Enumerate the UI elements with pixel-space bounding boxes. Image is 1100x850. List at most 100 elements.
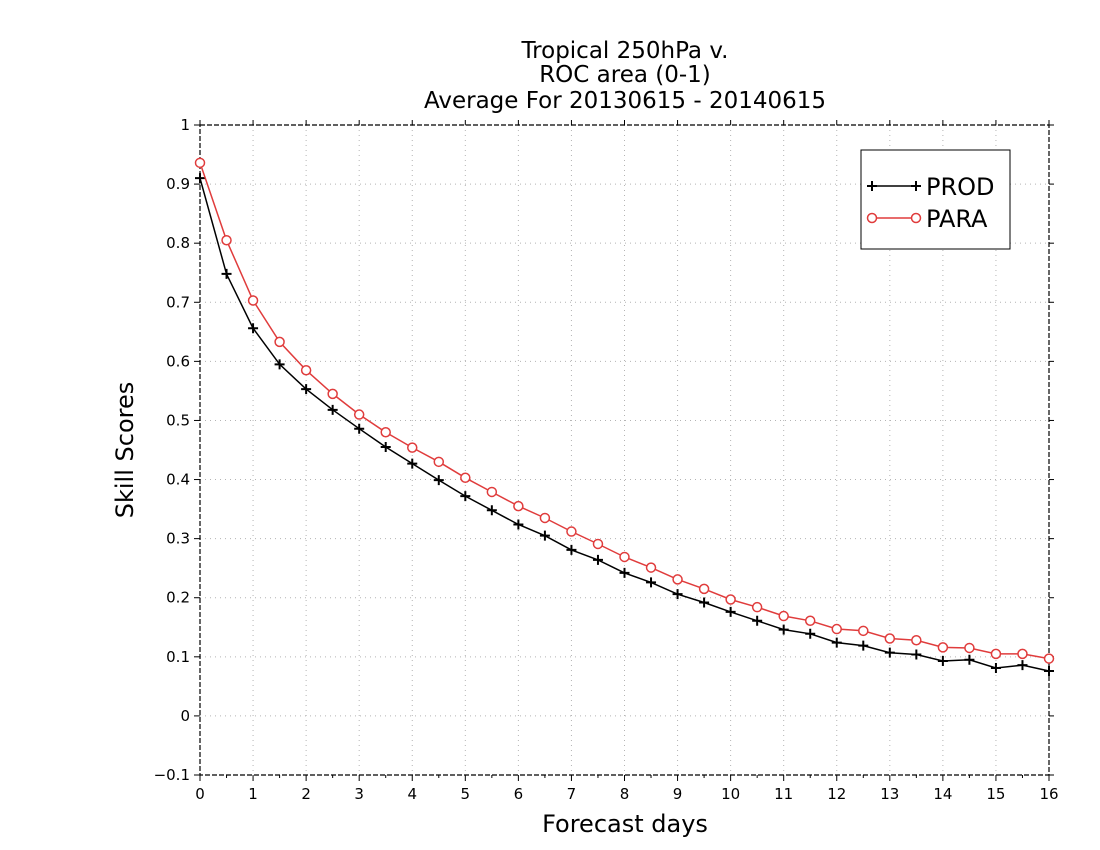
x-tick-label: 3 bbox=[354, 785, 364, 803]
data-point bbox=[1017, 660, 1028, 671]
data-point bbox=[354, 423, 365, 434]
y-tick-label: −0.1 bbox=[154, 766, 190, 784]
x-tick-label: 0 bbox=[195, 785, 205, 803]
x-tick-label: 15 bbox=[986, 785, 1005, 803]
data-point bbox=[858, 640, 869, 651]
data-point bbox=[1044, 666, 1054, 676]
data-point bbox=[699, 597, 710, 608]
data-point bbox=[1017, 648, 1028, 660]
data-point bbox=[645, 562, 657, 573]
axes: 0 1 2 3 4 5 6 7 8 9 10 11 12 13 14 15 16−0.100.10.20.30.… bbox=[154, 116, 1059, 803]
data-point bbox=[805, 628, 816, 639]
y-tick-label: 0.6 bbox=[166, 352, 190, 370]
series-prod bbox=[195, 173, 1054, 676]
title-line-3: Average For 20130615 - 20140615 bbox=[424, 88, 826, 114]
legend-item-prod: PROD bbox=[867, 173, 995, 201]
data-point bbox=[407, 458, 418, 469]
data-point bbox=[460, 491, 471, 502]
data-point bbox=[380, 427, 391, 438]
x-tick-label: 7 bbox=[567, 785, 577, 803]
data-point bbox=[964, 654, 975, 665]
data-point bbox=[884, 647, 895, 658]
data-point bbox=[592, 538, 604, 550]
data-point bbox=[725, 594, 736, 605]
data-point bbox=[646, 577, 657, 588]
x-tick-label: 4 bbox=[407, 785, 417, 803]
series-line-prod bbox=[199, 177, 1050, 672]
data-point bbox=[937, 642, 949, 653]
data-point bbox=[301, 384, 312, 395]
series-layer bbox=[194, 157, 1055, 676]
data-point bbox=[831, 637, 842, 648]
data-point bbox=[619, 551, 630, 563]
data-point bbox=[460, 472, 471, 484]
y-tick-label: 1 bbox=[180, 116, 190, 134]
data-point bbox=[778, 624, 789, 635]
legend-label: PARA bbox=[926, 205, 988, 233]
y-tick-label: 0.5 bbox=[166, 411, 190, 429]
data-point bbox=[221, 268, 232, 279]
legend-marker bbox=[910, 212, 922, 224]
data-point bbox=[990, 663, 1001, 674]
y-tick-label: 0.8 bbox=[166, 234, 190, 252]
legend-box bbox=[860, 149, 1011, 250]
data-point bbox=[513, 500, 524, 512]
x-tick-label: 2 bbox=[301, 785, 311, 803]
title-line-1: Tropical 250hPa v. bbox=[521, 38, 729, 64]
data-point bbox=[194, 157, 206, 169]
x-tick-label: 11 bbox=[774, 785, 793, 803]
data-point bbox=[327, 404, 338, 415]
data-point bbox=[433, 475, 444, 486]
x-tick-label: 16 bbox=[1039, 785, 1058, 803]
data-point bbox=[407, 442, 418, 453]
y-tick-label: 0.1 bbox=[166, 648, 190, 666]
data-point bbox=[752, 615, 763, 626]
x-tick-label: 6 bbox=[514, 785, 524, 803]
data-point bbox=[566, 544, 577, 555]
data-point bbox=[990, 648, 1002, 660]
x-tick-label: 8 bbox=[620, 785, 630, 803]
x-tick-label: 12 bbox=[827, 785, 846, 803]
data-point bbox=[274, 359, 285, 370]
data-point bbox=[831, 623, 842, 635]
data-point bbox=[433, 456, 445, 468]
data-point bbox=[911, 649, 922, 660]
data-point bbox=[751, 601, 763, 613]
y-tick-label: 0.9 bbox=[166, 175, 190, 193]
data-point bbox=[911, 635, 922, 646]
data-point bbox=[778, 610, 789, 622]
data-point bbox=[380, 442, 391, 453]
data-point bbox=[327, 388, 338, 400]
x-tick-label: 14 bbox=[933, 785, 952, 803]
y-tick-label: 0 bbox=[180, 707, 190, 725]
legend-item-para: PARA bbox=[866, 205, 988, 233]
data-point bbox=[725, 606, 736, 617]
x-tick-label: 1 bbox=[248, 785, 258, 803]
x-tick-label: 13 bbox=[880, 785, 899, 803]
y-tick-label: 0.4 bbox=[166, 471, 190, 489]
x-axis-label: Forecast days bbox=[542, 810, 708, 838]
legend-marker bbox=[867, 181, 877, 191]
data-point bbox=[672, 574, 683, 585]
data-point bbox=[274, 336, 285, 348]
data-point bbox=[248, 323, 259, 334]
y-tick-label: 0.7 bbox=[166, 293, 190, 311]
legend-marker bbox=[866, 212, 878, 224]
data-point bbox=[884, 633, 896, 644]
legend-label: PROD bbox=[926, 173, 995, 201]
y-tick-label: 0.2 bbox=[166, 589, 190, 607]
data-point bbox=[353, 409, 365, 420]
x-tick-label: 10 bbox=[721, 785, 740, 803]
data-point bbox=[619, 567, 630, 578]
x-tick-label: 5 bbox=[461, 785, 471, 803]
data-point bbox=[486, 486, 498, 498]
data-point bbox=[513, 519, 524, 530]
data-point bbox=[539, 530, 550, 541]
data-point bbox=[221, 234, 232, 246]
data-point bbox=[566, 526, 577, 537]
data-point bbox=[486, 505, 497, 516]
data-point bbox=[247, 295, 259, 306]
y-axis-label: Skill Scores bbox=[111, 382, 139, 519]
series-para bbox=[194, 157, 1055, 664]
